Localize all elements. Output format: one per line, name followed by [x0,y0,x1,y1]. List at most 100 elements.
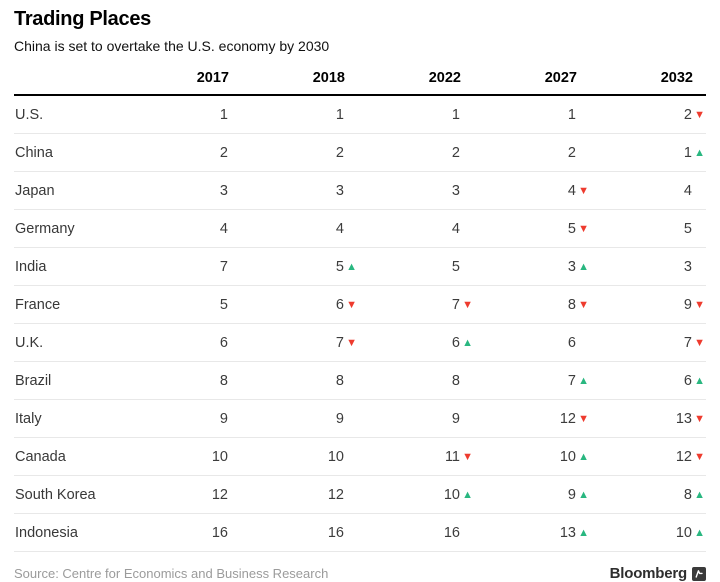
down-arrow-icon: ▼ [578,185,589,197]
rank-value: 12 [211,486,228,503]
rank-value: 10 [327,448,344,465]
rank-value: 2 [451,144,460,161]
rank-cell: 7 ▼ [590,323,706,362]
up-arrow-icon: ▲ [578,489,589,501]
down-arrow-icon: ▼ [578,299,589,311]
rank-cell: 9 ▼ [590,285,706,324]
bloomberg-bug-icon [692,566,706,581]
rank-cell: 5 [126,285,242,324]
rank-value: 6 [335,296,344,313]
rank-value: 5 [683,220,692,237]
rank-value: 9 [451,410,460,427]
up-arrow-icon: ▲ [694,375,705,387]
rank-value: 8 [451,372,460,389]
rank-value: 2 [567,144,576,161]
country-label: U.S. [14,95,126,134]
rank-cell: 7 [126,247,242,286]
up-arrow-icon: ▲ [462,489,473,501]
country-label: Indonesia [14,513,126,552]
rank-value: 9 [683,296,692,313]
rank-value: 3 [219,182,228,199]
rank-value: 2 [683,106,692,123]
rank-cell: 4 [242,209,358,248]
rank-cell: 1 [242,95,358,134]
rank-value: 1 [219,106,228,123]
rank-value: 13 [675,410,692,427]
table-row: South Korea 12 12 10 ▲ 9 ▲ 8 ▲ [14,475,706,514]
rank-cell: 12 ▼ [474,399,590,438]
rank-cell: 8 [358,361,474,400]
rank-cell: 3 ▲ [474,247,590,286]
rank-cell: 1 [126,95,242,134]
rank-value: 5 [219,296,228,313]
rank-value: 16 [443,524,460,541]
rank-value: 4 [219,220,228,237]
up-arrow-icon: ▲ [578,375,589,387]
rank-cell: 9 [242,399,358,438]
rank-cell: 4 [358,209,474,248]
country-label: Germany [14,209,126,248]
rank-cell: 10 ▲ [590,513,706,552]
up-arrow-icon: ▲ [694,489,705,501]
rank-cell: 6 ▲ [358,323,474,362]
rank-cell: 5 [590,209,706,248]
rank-value: 7 [219,258,228,275]
rank-value: 16 [327,524,344,541]
rank-cell: 12 ▼ [590,437,706,476]
table-row: China 2 2 2 2 1 ▲ [14,133,706,172]
rank-cell: 7 ▲ [474,361,590,400]
rank-value: 6 [219,334,228,351]
table-row: U.K. 6 7 ▼ 6 ▲ 6 7 ▼ [14,323,706,362]
rank-value: 6 [567,334,576,351]
rank-value: 6 [683,372,692,389]
up-arrow-icon: ▲ [462,337,473,349]
rank-cell: 1 ▲ [590,133,706,172]
down-arrow-icon: ▼ [694,413,705,425]
rank-cell: 8 [242,361,358,400]
down-arrow-icon: ▼ [694,299,705,311]
bloomberg-logo: Bloomberg [610,565,706,582]
rank-cell: 9 [126,399,242,438]
down-arrow-icon: ▼ [462,451,473,463]
rank-value: 1 [451,106,460,123]
rank-value: 3 [567,258,576,275]
rank-value: 12 [327,486,344,503]
rank-value: 9 [567,486,576,503]
rank-cell: 1 [358,95,474,134]
rank-cell: 9 [358,399,474,438]
down-arrow-icon: ▼ [462,299,473,311]
rank-cell: 8 [126,361,242,400]
rank-value: 4 [335,220,344,237]
page-title: Trading Places [14,8,151,30]
rank-value: 12 [559,410,576,427]
rank-value: 8 [219,372,228,389]
table-row: Japan 3 3 3 4 ▼ 4 [14,171,706,210]
rank-value: 4 [451,220,460,237]
rank-cell: 2 [242,133,358,172]
rankings-table: 2017 2018 2022 2027 2032 U.S. 1 1 1 1 2 ▼ China 2 2 2 2… [14,64,706,552]
rank-cell: 3 [590,247,706,286]
year-column-header: 2017 [126,64,242,96]
rank-cell: 5 ▼ [474,209,590,248]
rank-cell: 10 ▲ [474,437,590,476]
rank-value: 12 [675,448,692,465]
rank-value: 7 [335,334,344,351]
rank-value: 8 [567,296,576,313]
country-label: China [14,133,126,172]
rank-cell: 2 [126,133,242,172]
rank-cell: 3 [126,171,242,210]
rank-cell: 8 ▼ [474,285,590,324]
country-label: Japan [14,171,126,210]
year-column-header: 2027 [474,64,590,96]
source-note: Source: Centre for Economics and Busines… [14,566,329,581]
rank-cell: 6 ▲ [590,361,706,400]
rank-value: 10 [559,448,576,465]
rank-value: 10 [443,486,460,503]
rank-value: 7 [683,334,692,351]
table-row: Italy 9 9 9 12 ▼ 13 ▼ [14,399,706,438]
rank-cell: 6 ▼ [242,285,358,324]
rank-value: 2 [219,144,228,161]
rank-cell: 16 [242,513,358,552]
rank-cell: 4 [590,171,706,210]
